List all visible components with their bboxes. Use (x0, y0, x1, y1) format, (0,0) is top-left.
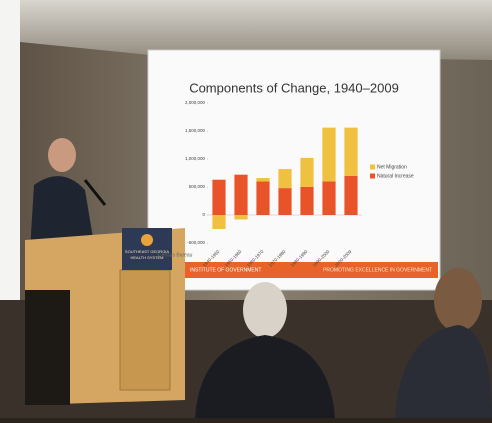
footer-left: INSTITUTE OF GOVERNMENT (190, 267, 261, 273)
y-tick-label: 500,000 (189, 184, 206, 189)
bar-segment (256, 178, 269, 181)
y-tick-label: -500,000 (187, 240, 205, 245)
bar-segment (322, 128, 335, 182)
chart-title: Components of Change, 1940–2009 (189, 80, 399, 95)
bar-segment (300, 158, 313, 187)
bar-segment (212, 215, 225, 229)
scene: SOUTHEAST GEORGIA HEALTH SYSTEM Componen… (0, 0, 492, 418)
audience-head (243, 282, 287, 338)
source: Census Bureau (158, 252, 193, 258)
podium-panel (120, 270, 170, 390)
y-tick-label: 1,000,000 (185, 156, 206, 161)
audience-head (434, 268, 482, 332)
bar-segment (344, 176, 357, 215)
footer-right: PROMOTING EXCELLENCE IN GOVERNMENT (323, 267, 432, 273)
bar-segment (234, 215, 247, 219)
y-tick-label: 1,500,000 (185, 128, 206, 133)
bar-segment (322, 181, 335, 215)
bar-segment (278, 188, 291, 215)
bar-segment (212, 180, 225, 215)
bar-segment (344, 128, 357, 176)
bar-segment (300, 187, 313, 215)
legend-swatch (370, 174, 375, 179)
bar-segment (256, 181, 269, 215)
bar-segment (234, 175, 247, 215)
bar-segment (278, 169, 291, 188)
y-tick-label: 2,000,000 (185, 100, 206, 105)
podium-side (25, 290, 70, 405)
sign-logo (141, 234, 153, 246)
legend-label: Net Migration (377, 164, 407, 170)
legend-label: Natural Increase (377, 173, 414, 179)
speaker-head (48, 138, 76, 172)
legend-swatch (370, 165, 375, 170)
